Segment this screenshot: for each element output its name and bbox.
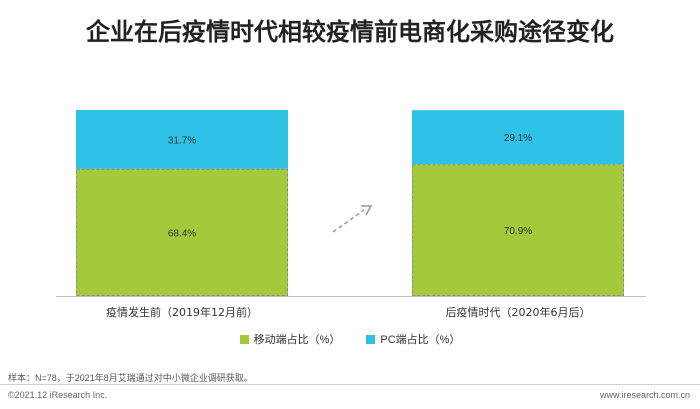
- trend-arrow-line: [332, 209, 365, 233]
- legend-swatch-pc: [366, 334, 376, 344]
- bar-mobile-outline-1: [76, 168, 288, 296]
- legend-label-pc: PC端占比（%）: [380, 334, 461, 346]
- bar-mobile-outline-2: [412, 164, 624, 296]
- bar-mobile-1: [76, 168, 288, 296]
- legend-item-mobile: 移动端占比（%）: [239, 331, 341, 347]
- legend-label-mobile: 移动端占比（%）: [253, 334, 341, 346]
- website-url: www.iresearch.com.cn: [599, 390, 690, 400]
- sample-note: 样本：N=78，于2021年8月艾瑞通过对中小微企业调研获取。: [8, 373, 253, 383]
- data-label-pc-2: 29.1%: [504, 133, 532, 144]
- chart-title: 企业在后疫情时代相较疫情前电商化采购途径变化: [86, 18, 614, 46]
- legend: 移动端占比（%） PC端占比（%）: [0, 331, 700, 347]
- bar-mobile-2: [412, 164, 624, 296]
- data-label-pc-1: 31.7%: [168, 135, 196, 146]
- data-label-mobile-1: 68.4%: [168, 228, 196, 239]
- bar-pc-2: [412, 110, 624, 165]
- copyright: ©2021.12 iResearch Inc.: [8, 390, 108, 400]
- legend-item-pc: PC端占比（%）: [366, 331, 460, 347]
- x-tick-label-1: 疫情发生前（2019年12月前）: [106, 305, 258, 319]
- data-label-mobile-2: 70.9%: [504, 226, 532, 237]
- trend-arrow-head: [361, 205, 373, 216]
- bar-pc-1: [76, 110, 288, 169]
- x-tick-label-2: 后疫情时代（2020年6月后）: [446, 305, 591, 319]
- footer-divider: [0, 384, 700, 385]
- legend-swatch-mobile: [239, 334, 249, 344]
